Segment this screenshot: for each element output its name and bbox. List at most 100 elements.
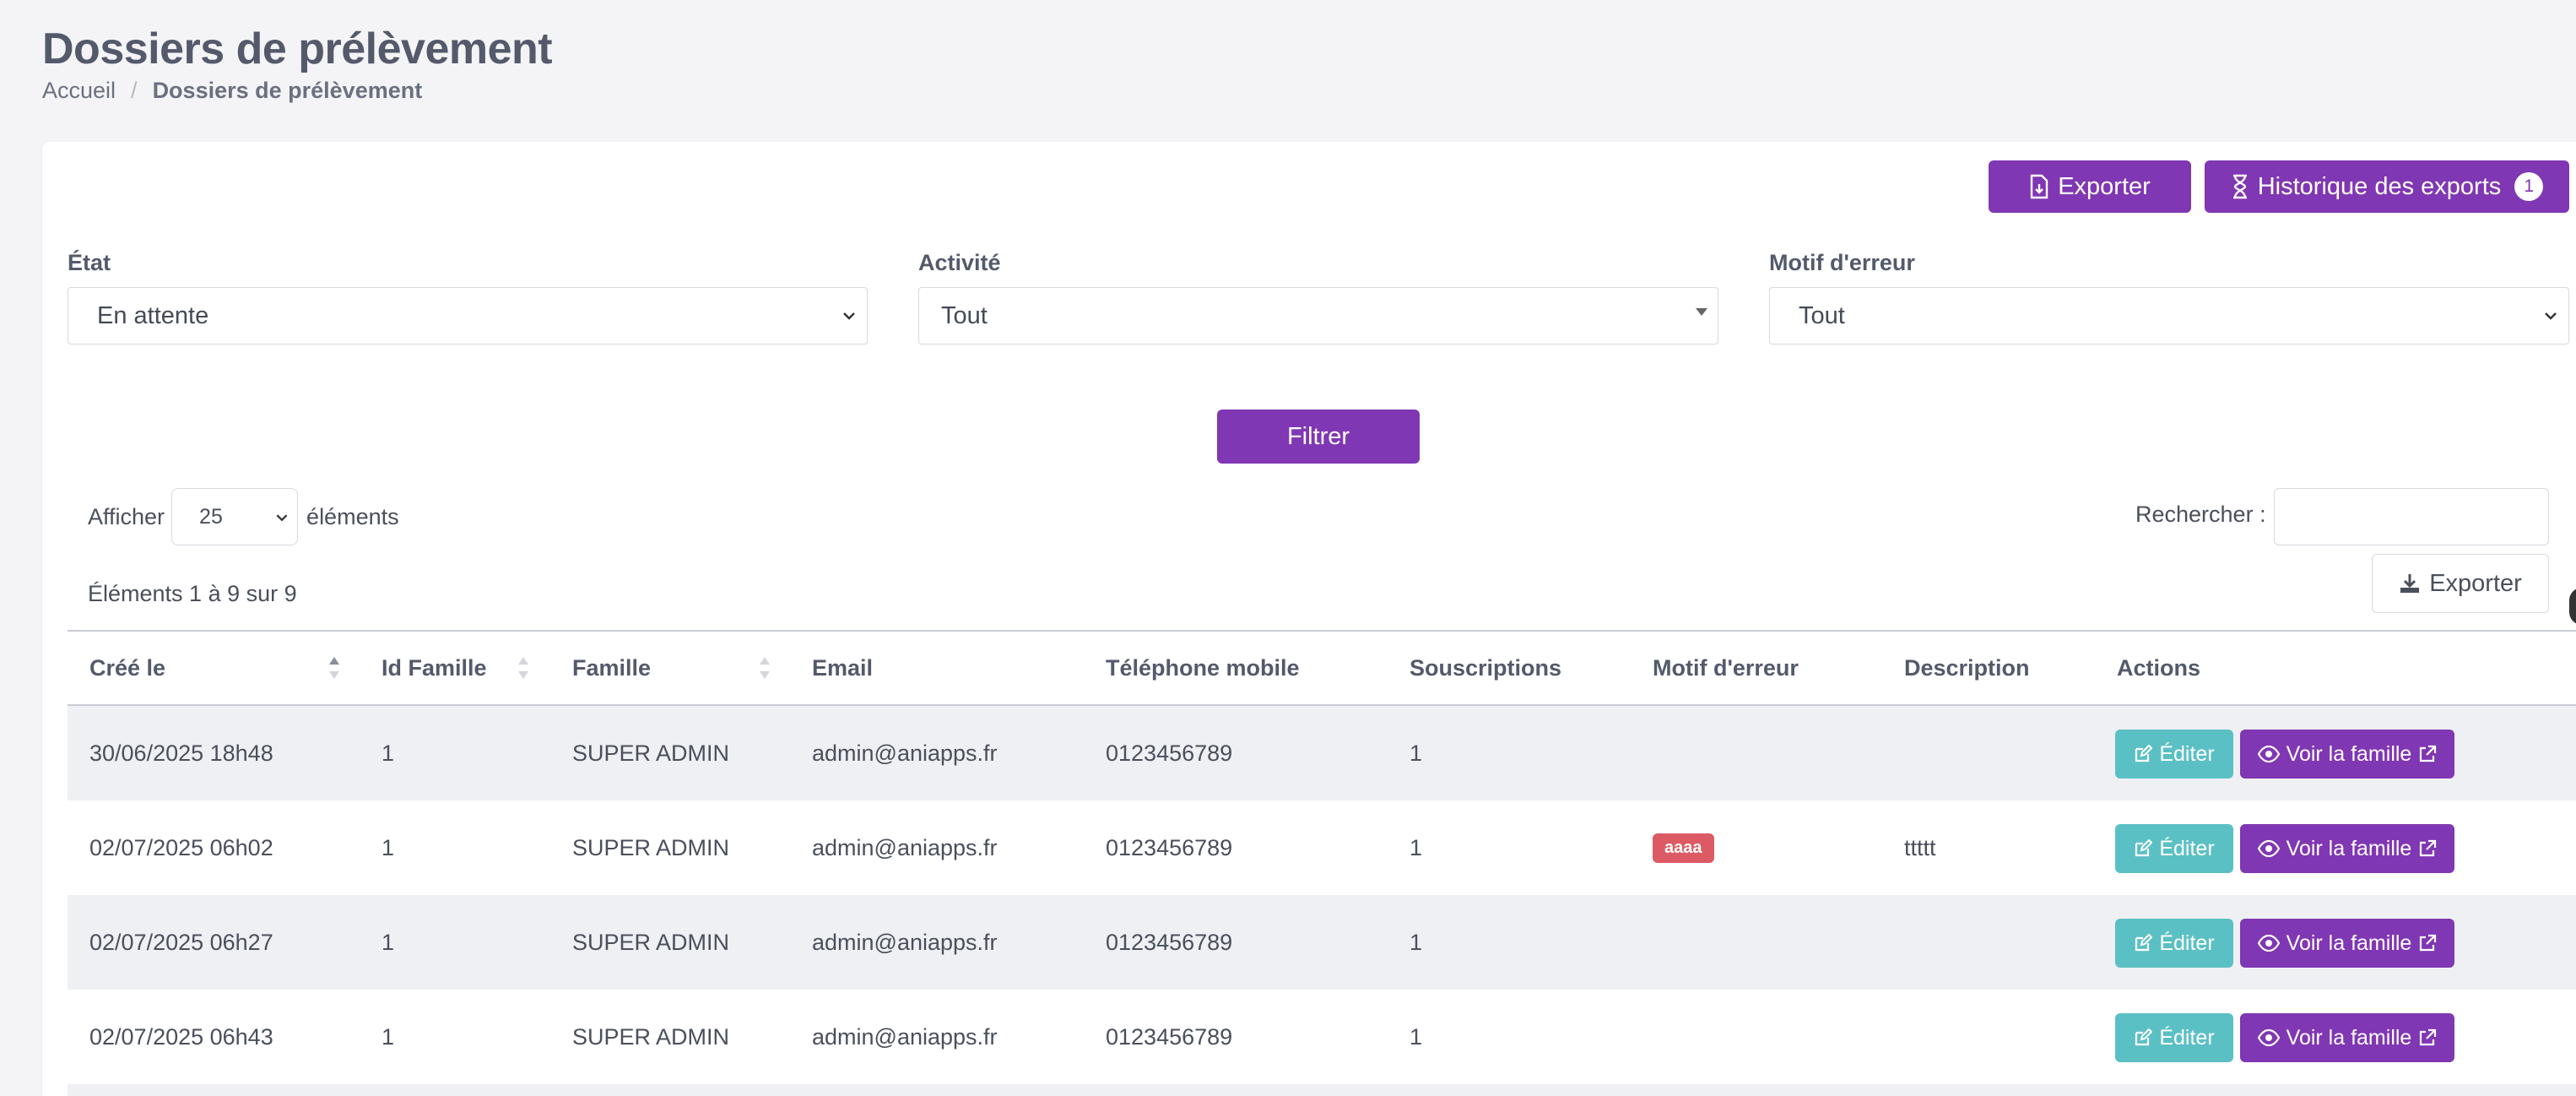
- cell-created: 02/07/2025 06h27: [89, 929, 273, 955]
- cell-created: 30/06/2025 18h48: [89, 740, 273, 766]
- edit-icon: [2135, 934, 2153, 952]
- page-length-value: 25: [199, 504, 223, 529]
- column-header-phone: Téléphone mobile: [1106, 654, 1300, 681]
- filter-activite-select[interactable]: Tout: [918, 287, 1718, 345]
- view-family-button[interactable]: Voir la famille: [2240, 824, 2454, 873]
- edit-icon: [2135, 839, 2153, 857]
- breadcrumb: Accueil / Dossiers de prélèvement: [42, 78, 422, 104]
- cell-email: admin@aniapps.fr: [812, 929, 998, 955]
- cell-id-famille: 1: [382, 1023, 395, 1050]
- filter-motif-select[interactable]: Tout: [1769, 287, 2569, 345]
- sort-icon: [518, 657, 528, 679]
- edit-button-label: Éditer: [2159, 1025, 2215, 1050]
- column-header-souscriptions: Souscriptions: [1410, 654, 1562, 681]
- edit-button[interactable]: Éditer: [2115, 824, 2233, 873]
- cell-email: admin@aniapps.fr: [812, 834, 998, 860]
- data-table: Créé le Id Famille Famille Email Télépho…: [68, 630, 2576, 1096]
- cell-souscriptions: 1: [1410, 740, 1423, 766]
- page-length-prefix: Afficher: [88, 503, 165, 529]
- eye-icon: [2257, 840, 2280, 857]
- edit-button[interactable]: Éditer: [2115, 919, 2233, 968]
- filter-activite-label: Activité: [918, 250, 1001, 275]
- cell-phone: 0123456789: [1106, 929, 1233, 955]
- filter-activite-value: Tout: [941, 301, 988, 329]
- cell-motif: aaaa: [1653, 800, 1714, 895]
- cell-id-famille: 1: [382, 929, 395, 955]
- external-link-icon: [2420, 1028, 2437, 1046]
- caret-down-icon: [1696, 308, 1707, 316]
- error-reason-badge: aaaa: [1653, 833, 1714, 863]
- cell-phone: 0123456789: [1106, 834, 1233, 860]
- table-header: Créé le Id Famille Famille Email Télépho…: [68, 630, 2576, 706]
- view-family-label: Voir la famille: [2286, 1025, 2412, 1050]
- view-family-button[interactable]: Voir la famille: [2240, 1013, 2454, 1062]
- chevron-down-icon: [843, 312, 855, 320]
- export-history-button[interactable]: Historique des exports 1: [2205, 160, 2569, 213]
- column-header-email: Email: [812, 654, 874, 681]
- edit-button[interactable]: Éditer: [2115, 730, 2233, 779]
- hourglass-icon: [2232, 174, 2247, 199]
- breadcrumb-home[interactable]: Accueil: [42, 78, 116, 103]
- edit-icon: [2135, 745, 2153, 762]
- cell-famille: SUPER ADMIN: [572, 929, 730, 955]
- breadcrumb-current: Dossiers de prélèvement: [152, 78, 423, 103]
- filter-submit-button[interactable]: Filtrer: [1217, 410, 1420, 464]
- page-length-select[interactable]: 25: [171, 488, 299, 545]
- filter-etat-select[interactable]: En attente: [68, 287, 868, 345]
- edit-button-label: Éditer: [2159, 741, 2215, 766]
- cell-famille: SUPER ADMIN: [572, 740, 730, 766]
- filter-motif-value: Tout: [1799, 301, 1845, 329]
- edit-button-label: Éditer: [2159, 931, 2215, 955]
- cell-souscriptions: 1: [1410, 1023, 1423, 1050]
- chevron-down-icon: [276, 514, 288, 522]
- cell-souscriptions: 1: [1410, 929, 1423, 955]
- external-link-icon: [2420, 839, 2437, 857]
- export-button-label: Exporter: [2058, 172, 2151, 200]
- cell-created: 02/07/2025 06h43: [89, 1023, 273, 1050]
- file-export-icon: [2030, 174, 2048, 199]
- download-icon: [2400, 574, 2420, 593]
- view-family-button[interactable]: Voir la famille: [2240, 919, 2454, 968]
- search-label: Rechercher :: [2135, 502, 2266, 527]
- table-row: 02/07/2025 06h43 1 SUPER ADMIN admin@ani…: [68, 990, 2576, 1084]
- page-length-suffix: éléments: [306, 503, 399, 529]
- edit-icon: [2135, 1028, 2153, 1046]
- edit-button-label: Éditer: [2159, 836, 2215, 860]
- cell-description: ttttt: [1904, 834, 1936, 860]
- cell-id-famille: 1: [382, 740, 395, 766]
- sort-icon: [760, 657, 770, 679]
- column-header-id-famille[interactable]: Id Famille: [382, 654, 487, 681]
- table-row: 30/06/2025 18h48 1 SUPER ADMIN admin@ani…: [68, 706, 2576, 800]
- table-export-label: Exporter: [2429, 569, 2522, 597]
- export-history-count-badge: 1: [2514, 172, 2544, 201]
- search-input[interactable]: [2274, 488, 2549, 545]
- cell-phone: 0123456789: [1106, 1023, 1233, 1050]
- column-header-famille[interactable]: Famille: [572, 654, 652, 681]
- column-header-created[interactable]: Créé le: [89, 654, 166, 681]
- view-family-button[interactable]: Voir la famille: [2240, 730, 2454, 779]
- column-header-motif: Motif d'erreur: [1653, 654, 1799, 681]
- cell-id-famille: 1: [382, 834, 395, 860]
- page-length-control: Afficher 25 éléments: [88, 488, 399, 545]
- table-info: Éléments 1 à 9 sur 9: [88, 581, 297, 606]
- scroll-handle[interactable]: [2569, 588, 2576, 625]
- page-title: Dossiers de prélèvement: [42, 24, 553, 73]
- chevron-down-icon: [2545, 312, 2557, 320]
- sort-asc-icon: [329, 657, 339, 679]
- breadcrumb-separator: /: [131, 78, 138, 103]
- cell-email: admin@aniapps.fr: [812, 1023, 998, 1050]
- column-header-actions: Actions: [2117, 654, 2201, 681]
- external-link-icon: [2420, 745, 2437, 762]
- external-link-icon: [2420, 934, 2437, 952]
- filter-motif-label: Motif d'erreur: [1769, 250, 1915, 275]
- cell-souscriptions: 1: [1410, 834, 1423, 860]
- cell-email: admin@aniapps.fr: [812, 740, 998, 766]
- cell-famille: SUPER ADMIN: [572, 834, 730, 860]
- export-button[interactable]: Exporter: [1989, 160, 2191, 213]
- view-family-label: Voir la famille: [2286, 836, 2412, 860]
- cell-created: 02/07/2025 06h02: [89, 834, 273, 860]
- column-header-description: Description: [1904, 654, 2030, 681]
- table-export-button[interactable]: Exporter: [2372, 554, 2549, 613]
- edit-button[interactable]: Éditer: [2115, 1013, 2233, 1062]
- view-family-label: Voir la famille: [2286, 741, 2412, 766]
